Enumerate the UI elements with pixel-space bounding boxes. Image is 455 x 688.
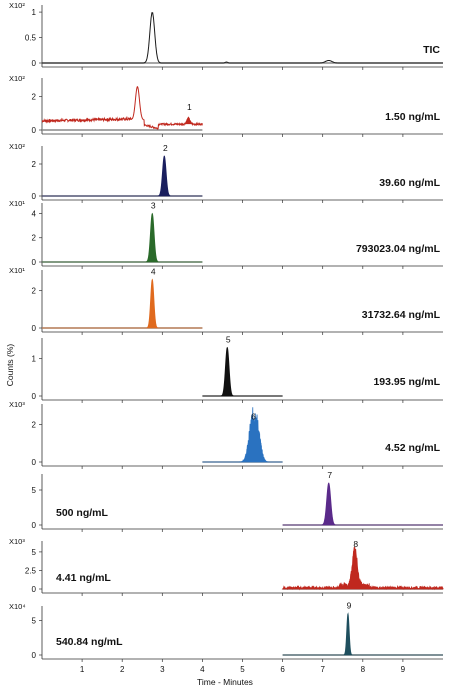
x-tick-label: 9 [401,665,406,674]
peak-area [281,546,444,591]
panel-9: 0 2.5 5 X10³ 8 4.41 ng/mL [9,537,444,596]
y-tick-label: 2 [32,421,37,430]
panel-7: 0 2 X10³ 6 4.52 ng/mL [9,400,443,469]
panel-3: 0 2 X10² 2 39.60 ng/mL [9,142,443,203]
trace-label: 193.95 ng/mL [373,376,440,388]
y-multiplier-label: X10³ [9,537,25,546]
panel-8: 0 5 7 500 ng/mL [32,470,443,532]
y-tick-label: 0 [32,59,37,68]
x-tick-label: 3 [160,665,165,674]
trace-label: 4.41 ng/mL [56,572,111,584]
y-multiplier-label: X10² [9,142,25,151]
x-axis-title: Time - Minutes [197,677,253,687]
y-tick-label: 5 [32,616,37,625]
trace-label: 793023.04 ng/mL [356,243,441,255]
signal-trace [42,12,443,64]
peak-number-label: 4 [151,266,156,276]
signal-trace [41,86,203,130]
trace-label: TIC [423,44,440,56]
peak-number-label: 8 [353,539,358,549]
y-tick-label: 2.5 [25,566,37,575]
x-tick-label: 5 [240,665,245,674]
x-tick-label: 1 [80,665,85,674]
y-tick-label: 4 [32,209,37,218]
y-multiplier-label: X10¹ [9,266,25,275]
trace-label: 500 ng/mL [56,507,109,519]
y-tick-label: 0 [32,585,37,594]
trace-label: 4.52 ng/mL [385,442,440,454]
panel-10: 0 5 X10⁴ 9 540.84 ng/mL [9,601,443,662]
y-tick-label: 2 [32,160,37,169]
panel-2: 0 2 X10² 1 1.50 ng/mL [9,74,443,137]
panel-1: 0 0.5 1 X10² TIC [9,1,443,70]
x-tick-label: 8 [361,665,366,674]
peak-number-label: 5 [226,334,231,344]
y-tick-label: 0 [32,651,37,660]
peak-area [42,212,203,263]
y-tick-label: 0 [32,324,37,333]
panel-6: 0 1 5 193.95 ng/mL [32,334,443,403]
y-tick-label: 5 [32,486,37,495]
x-tick-label: 7 [320,665,325,674]
y-tick-label: 0.5 [25,34,37,43]
x-tick-label: 2 [120,665,125,674]
peak-area [282,482,443,526]
y-multiplier-label: X10³ [9,400,25,409]
y-tick-label: 1 [32,355,37,364]
x-tick-label: 4 [200,665,205,674]
y-tick-label: 0 [32,258,37,267]
y-tick-label: 1 [32,8,37,17]
peak-area [202,346,283,397]
peak-area [42,278,203,329]
peak-number-label: 9 [347,601,352,611]
x-tick-label: 6 [280,665,285,674]
peak-area [184,117,193,125]
peak-number-label: 2 [163,143,168,153]
peak-area [202,407,283,463]
y-tick-label: 0 [32,192,37,201]
y-multiplier-label: X10⁴ [9,602,26,611]
peak-number-label: 3 [151,200,156,210]
panel-4: 0 2 4 X10¹ 3 793023.04 ng/mL [9,199,443,269]
trace-label: 1.50 ng/mL [385,111,440,123]
y-multiplier-label: X10² [9,1,25,10]
y-axis-title: Counts (%) [5,344,15,387]
y-tick-label: 5 [32,548,37,557]
panel-5: 0 2 X10¹ 4 31732.64 ng/mL [9,266,443,335]
y-tick-label: 0 [32,126,37,135]
peak-number-label: 7 [327,470,332,480]
y-tick-label: 0 [32,521,37,530]
y-tick-label: 0 [32,392,37,401]
y-tick-label: 2 [32,234,37,243]
y-multiplier-label: X10² [9,74,25,83]
trace-label: 39.60 ng/mL [379,177,440,189]
y-multiplier-label: X10¹ [9,199,25,208]
peak-area [42,155,203,197]
peak-number-label: 1 [187,102,192,112]
trace-label: 31732.64 ng/mL [362,309,441,321]
y-tick-label: 2 [32,93,37,102]
y-tick-label: 2 [32,287,37,296]
y-tick-label: 0 [32,458,37,467]
peak-area [282,612,443,656]
peak-number-label: 6 [251,412,256,422]
trace-label: 540.84 ng/mL [56,636,123,648]
